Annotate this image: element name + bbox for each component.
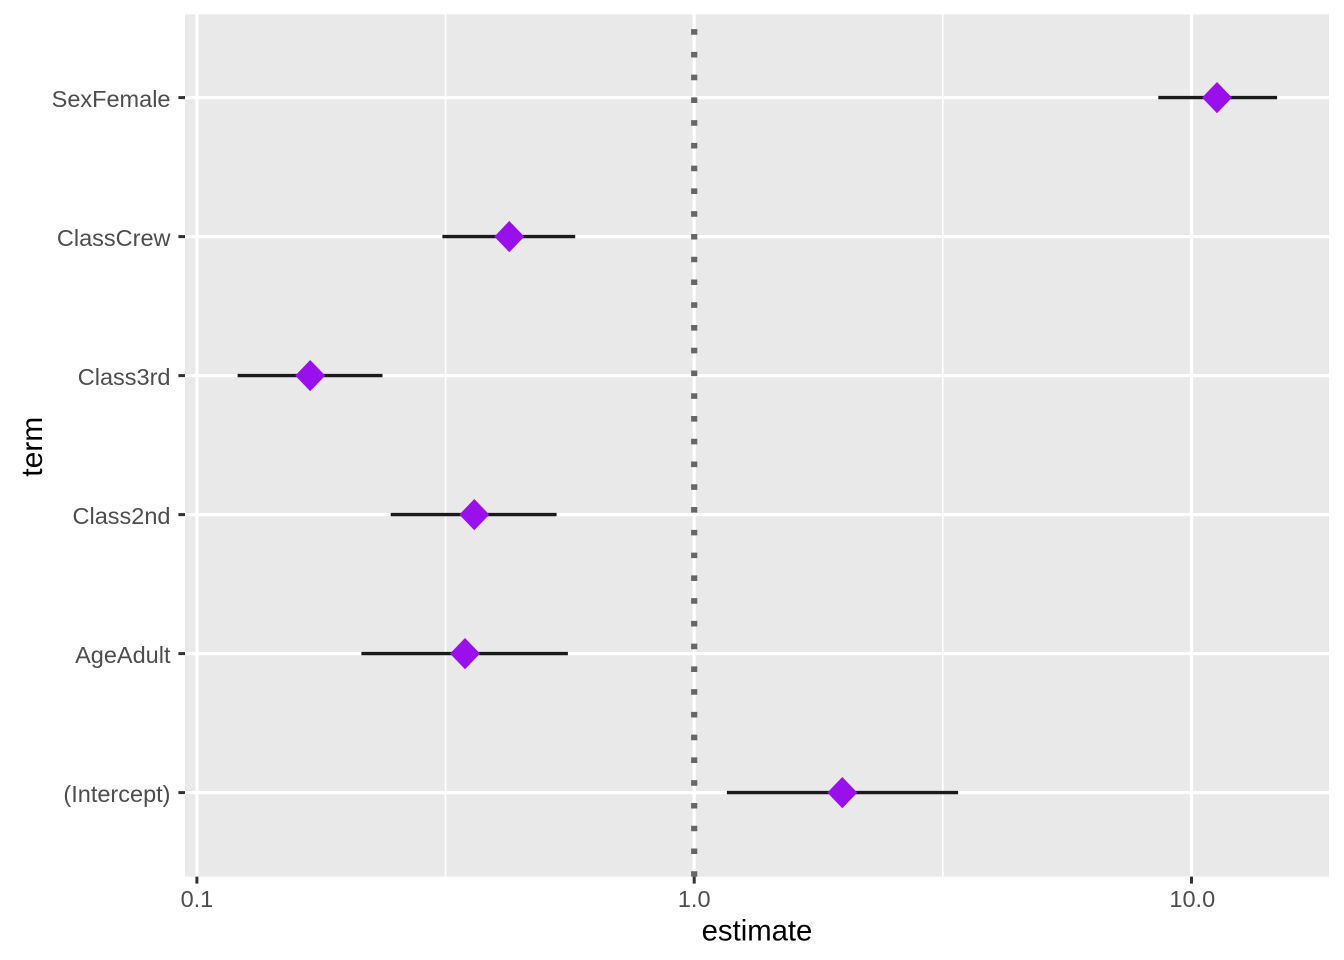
svg-text:SexFemale: SexFemale xyxy=(52,86,171,112)
svg-text:1.0: 1.0 xyxy=(678,886,711,912)
svg-text:ClassCrew: ClassCrew xyxy=(57,225,172,251)
svg-text:10.0: 10.0 xyxy=(1169,886,1215,912)
svg-text:term: term xyxy=(16,417,49,477)
svg-text:AgeAdult: AgeAdult xyxy=(75,642,171,668)
svg-text:estimate: estimate xyxy=(702,915,813,948)
svg-text:Class3rd: Class3rd xyxy=(78,364,171,390)
svg-text:0.1: 0.1 xyxy=(181,886,214,912)
svg-text:(Intercept): (Intercept) xyxy=(63,781,170,807)
svg-text:Class2nd: Class2nd xyxy=(73,503,171,529)
